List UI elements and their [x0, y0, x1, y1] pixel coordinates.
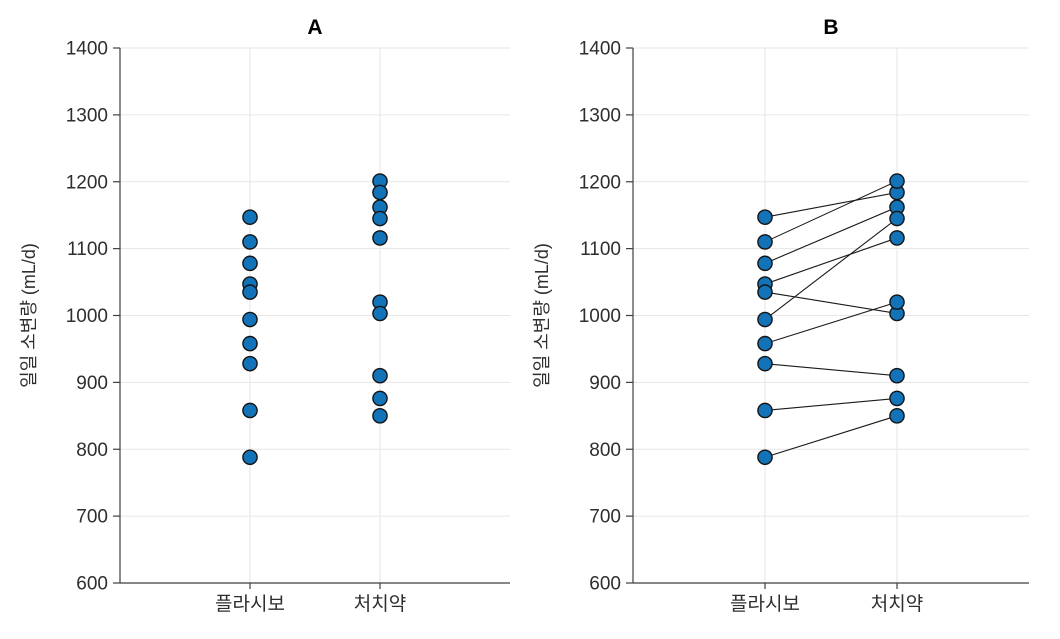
data-point — [242, 402, 258, 419]
data-point — [372, 305, 388, 322]
y-tick-label: 800 — [589, 440, 621, 461]
y-tick-label: 1100 — [67, 239, 108, 260]
data-point — [757, 284, 773, 300]
y-tick-label: 700 — [76, 507, 108, 528]
pair-line — [764, 237, 898, 285]
data-point — [889, 390, 905, 407]
pair-line — [764, 397, 898, 412]
data-point — [757, 335, 773, 352]
data-point — [889, 173, 905, 189]
pair-line — [764, 206, 898, 264]
data-point — [889, 367, 905, 384]
data-point — [757, 234, 773, 250]
data-point — [372, 210, 388, 227]
chart-panel-b: 600 700 800 900 1000 1100 1200 1300 1400 플라시보 처치약 B… — [532, 16, 1029, 615]
y-tick-label: 1200 — [66, 172, 108, 193]
data-point — [242, 284, 258, 300]
data-point — [889, 230, 905, 246]
pair-line — [764, 415, 898, 458]
data-point — [757, 311, 773, 328]
y-axis-label: 일일 소변량 (mL/d) — [532, 243, 552, 388]
y-axis-label: 일일 소변량 (mL/d) — [19, 243, 39, 388]
pair-line — [764, 191, 898, 218]
pair-line — [764, 218, 898, 320]
y-tick-label: 600 — [589, 574, 621, 595]
data-point — [242, 335, 258, 352]
y-tick-label: 900 — [589, 373, 621, 394]
x-category-label: 처치약 — [354, 593, 406, 615]
y-tick-label: 600 — [76, 574, 108, 595]
data-point — [242, 255, 258, 272]
data-point — [757, 402, 773, 419]
panel-title: A — [307, 16, 322, 39]
panel-title: B — [823, 16, 838, 39]
data-point — [889, 294, 905, 310]
y-tick-label: 1300 — [66, 105, 108, 126]
data-point — [242, 311, 258, 328]
data-point — [757, 209, 773, 225]
data-point — [757, 255, 773, 272]
x-category-label: 처치약 — [871, 593, 923, 615]
y-tick-label: 800 — [76, 440, 108, 461]
y-tick-label: 1200 — [579, 172, 621, 193]
data-point — [372, 408, 388, 424]
pair-line — [764, 180, 898, 243]
y-tick-label: 700 — [589, 507, 621, 528]
data-point — [372, 390, 388, 407]
data-point — [372, 184, 388, 201]
y-tick-label: 900 — [76, 373, 108, 394]
x-category-label: 플라시보 — [730, 593, 800, 615]
data-point — [757, 449, 773, 466]
data-point — [889, 210, 905, 227]
pair-line — [764, 363, 898, 377]
data-point — [242, 234, 258, 250]
pair-line — [764, 301, 898, 345]
y-tick-label: 1100 — [580, 239, 621, 260]
y-tick-label: 1400 — [66, 39, 108, 60]
y-tick-label: 1000 — [66, 306, 108, 327]
y-tick-label: 1300 — [579, 105, 621, 126]
data-point — [372, 230, 388, 246]
data-point — [242, 355, 258, 372]
pair-line — [764, 291, 898, 315]
data-point — [372, 367, 388, 384]
chart-panel-a: 600 700 800 900 1000 1100 1200 1300 1400 플라시보 처치약 A… — [19, 16, 510, 615]
data-point — [242, 449, 258, 466]
y-tick-label: 1000 — [579, 306, 621, 327]
x-category-label: 플라시보 — [215, 593, 285, 615]
y-tick-label: 1400 — [579, 39, 621, 60]
data-point — [889, 408, 905, 424]
data-point — [757, 355, 773, 372]
data-point — [242, 209, 258, 225]
